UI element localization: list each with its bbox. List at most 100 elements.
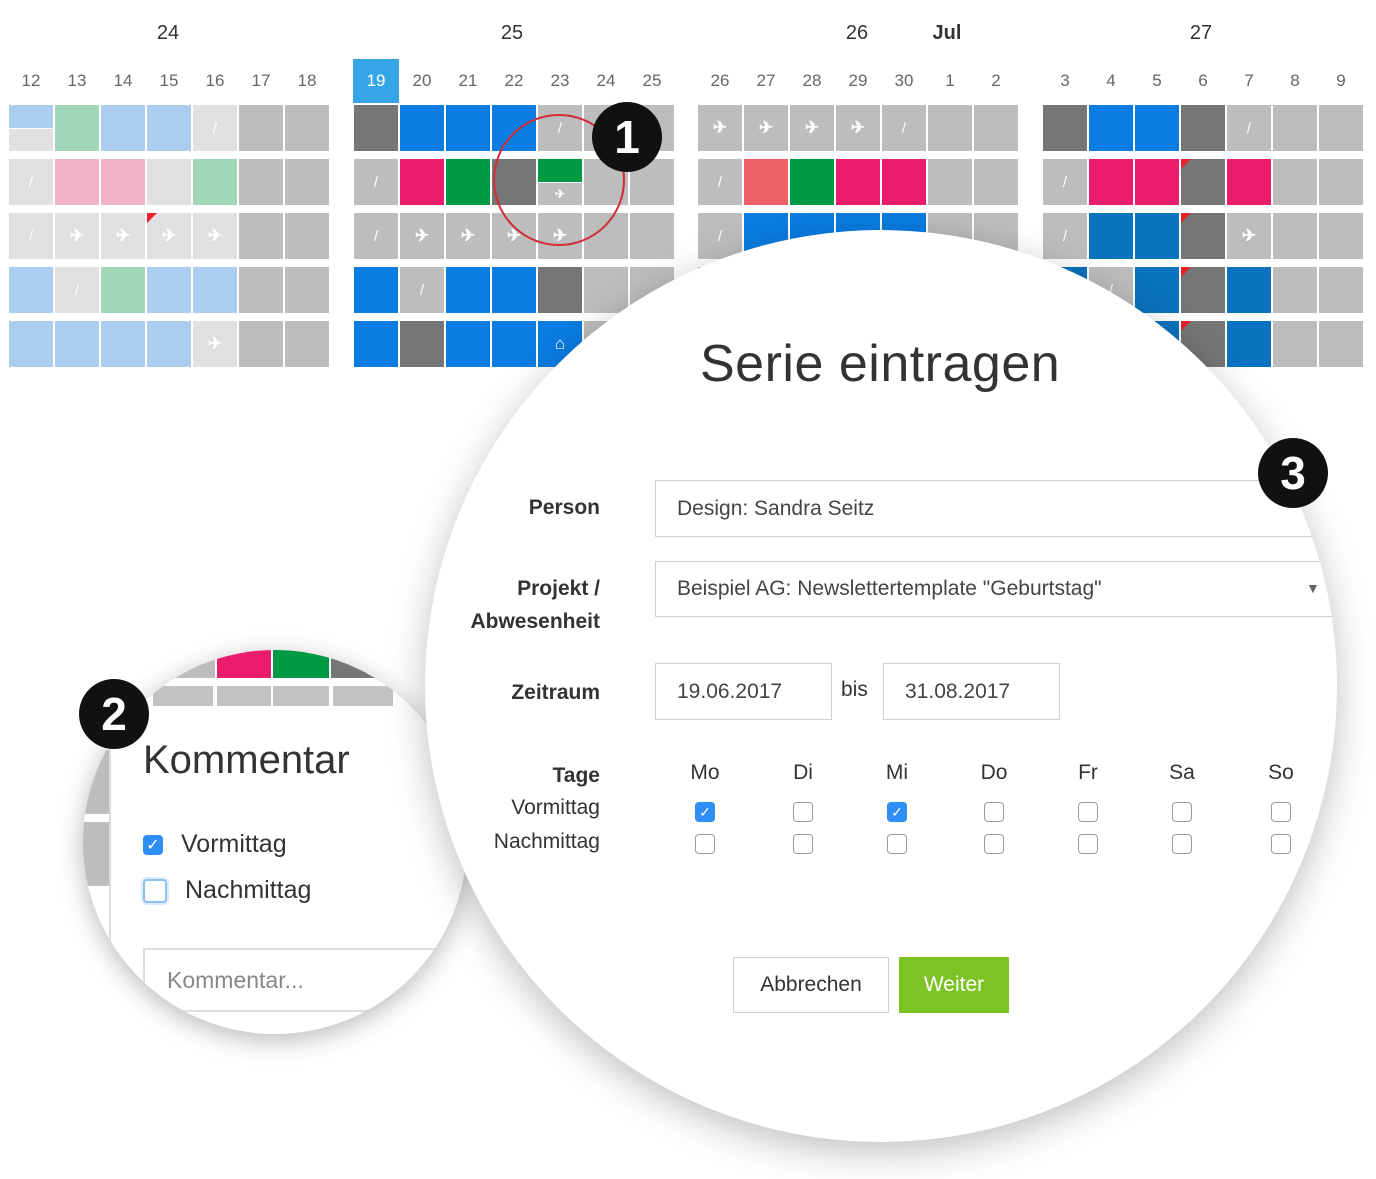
calendar-cell[interactable]	[101, 267, 145, 313]
calendar-cell[interactable]: ✈	[698, 105, 742, 151]
calendar-cell[interactable]: ✈	[400, 213, 444, 259]
calendar-cell[interactable]: ✈	[790, 105, 834, 151]
day-number-26[interactable]: 26	[710, 71, 730, 90]
calendar-cell[interactable]: /	[9, 159, 53, 205]
day-number-6[interactable]: 6	[1198, 71, 1208, 90]
calendar-cell[interactable]	[239, 105, 283, 151]
day-number-22[interactable]: 22	[504, 71, 524, 90]
calendar-cell[interactable]	[1273, 267, 1317, 313]
calendar-cell[interactable]: /	[1043, 213, 1087, 259]
calendar-cell[interactable]: /	[193, 105, 237, 151]
day-number-5[interactable]: 5	[1152, 71, 1162, 90]
nachmittag-checkbox-do[interactable]	[984, 834, 1004, 854]
day-number-18[interactable]: 18	[297, 71, 317, 90]
calendar-cell[interactable]	[1089, 105, 1133, 151]
calendar-cell[interactable]	[101, 321, 145, 367]
calendar-cell[interactable]: /	[354, 213, 398, 259]
calendar-cell[interactable]: /	[1227, 105, 1271, 151]
calendar-cell[interactable]	[354, 105, 398, 151]
calendar-cell[interactable]	[1135, 213, 1179, 259]
calendar-cell[interactable]	[928, 105, 972, 151]
vormittag-checkbox-mo[interactable]: ✓	[695, 802, 715, 822]
nachmittag-checkbox-fr[interactable]	[1078, 834, 1098, 854]
day-number-12[interactable]: 12	[21, 71, 41, 90]
calendar-cell[interactable]	[55, 105, 99, 151]
nachmittag-checkbox-di[interactable]	[793, 834, 813, 854]
nachmittag-checkbox-mo[interactable]	[695, 834, 715, 854]
calendar-cell[interactable]	[446, 159, 490, 205]
nachmittag-checkbox-sa[interactable]	[1172, 834, 1192, 854]
calendar-cell[interactable]	[285, 267, 329, 313]
cancel-button[interactable]: Abbrechen	[733, 957, 889, 1013]
calendar-cell[interactable]	[9, 267, 53, 313]
day-number-4[interactable]: 4	[1106, 71, 1116, 90]
calendar-cell[interactable]	[147, 267, 191, 313]
day-number-3[interactable]: 3	[1060, 71, 1070, 90]
calendar-cell[interactable]	[538, 267, 582, 313]
dropdown-caret-icon[interactable]: ▼	[1306, 580, 1320, 596]
day-number-17[interactable]: 17	[251, 71, 271, 90]
calendar-cell[interactable]	[193, 267, 237, 313]
calendar-cell[interactable]	[1227, 159, 1271, 205]
calendar-cell[interactable]	[354, 321, 398, 367]
calendar-cell[interactable]	[836, 159, 880, 205]
calendar-cell[interactable]	[446, 321, 490, 367]
calendar-cell[interactable]: /	[698, 213, 742, 259]
calendar-cell[interactable]: /	[354, 159, 398, 205]
vormittag-option[interactable]: ✓ Vormittag	[143, 830, 287, 859]
calendar-cell[interactable]	[584, 267, 628, 313]
day-number-1[interactable]: 1	[945, 71, 955, 90]
calendar-cell[interactable]	[239, 213, 283, 259]
calendar-cell[interactable]	[1319, 321, 1363, 367]
calendar-cell[interactable]	[492, 267, 536, 313]
calendar-cell[interactable]	[1273, 321, 1317, 367]
day-number-21[interactable]: 21	[458, 71, 478, 90]
calendar-cell[interactable]	[55, 159, 99, 205]
vormittag-checkbox-di[interactable]	[793, 802, 813, 822]
vormittag-checkbox-do[interactable]	[984, 802, 1004, 822]
day-number-30[interactable]: 30	[894, 71, 914, 90]
calendar-cell[interactable]	[974, 159, 1018, 205]
calendar-cell[interactable]	[9, 321, 53, 367]
calendar-cell[interactable]	[790, 159, 834, 205]
person-select[interactable]: Design: Sandra Seitz	[655, 480, 1337, 537]
nachmittag-checkbox[interactable]	[143, 878, 167, 903]
vormittag-checkbox[interactable]: ✓	[143, 834, 163, 855]
calendar-cell[interactable]: /	[882, 105, 926, 151]
calendar-cell[interactable]	[400, 159, 444, 205]
calendar-cell[interactable]	[1181, 105, 1225, 151]
calendar-cell[interactable]	[1227, 321, 1271, 367]
calendar-cell[interactable]	[1135, 267, 1179, 313]
project-select[interactable]: Beispiel AG: Newslettertemplate "Geburts…	[655, 561, 1337, 617]
comment-input[interactable]: Kommentar...	[143, 948, 467, 1012]
calendar-cell[interactable]	[1319, 159, 1363, 205]
day-number-9[interactable]: 9	[1336, 71, 1346, 90]
calendar-cell[interactable]: ✈	[147, 213, 191, 259]
calendar-cell[interactable]	[1227, 267, 1271, 313]
calendar-cell[interactable]: ✈	[836, 105, 880, 151]
calendar-cell[interactable]	[400, 321, 444, 367]
day-number-16[interactable]: 16	[205, 71, 225, 90]
calendar-cell[interactable]: /	[698, 159, 742, 205]
calendar-cell[interactable]	[446, 105, 490, 151]
day-number-2[interactable]: 2	[991, 71, 1001, 90]
calendar-cell[interactable]	[1135, 105, 1179, 151]
calendar-cell[interactable]	[101, 159, 145, 205]
nachmittag-checkbox-so[interactable]	[1271, 834, 1291, 854]
calendar-cell[interactable]	[147, 321, 191, 367]
calendar-cell[interactable]	[285, 321, 329, 367]
calendar-cell[interactable]: ✈	[101, 213, 145, 259]
day-number-25[interactable]: 25	[642, 71, 662, 90]
calendar-cell[interactable]	[9, 105, 53, 151]
period-from-input[interactable]: 19.06.2017	[655, 663, 832, 720]
calendar-cell[interactable]	[1043, 105, 1087, 151]
calendar-cell[interactable]	[285, 213, 329, 259]
day-number-7[interactable]: 7	[1244, 71, 1254, 90]
calendar-cell[interactable]	[630, 213, 674, 259]
calendar-cell[interactable]	[239, 159, 283, 205]
calendar-cell[interactable]	[285, 159, 329, 205]
vormittag-checkbox-mi[interactable]: ✓	[887, 802, 907, 822]
calendar-cell[interactable]	[1273, 105, 1317, 151]
calendar-cell[interactable]: /	[400, 267, 444, 313]
calendar-cell[interactable]: /	[55, 267, 99, 313]
